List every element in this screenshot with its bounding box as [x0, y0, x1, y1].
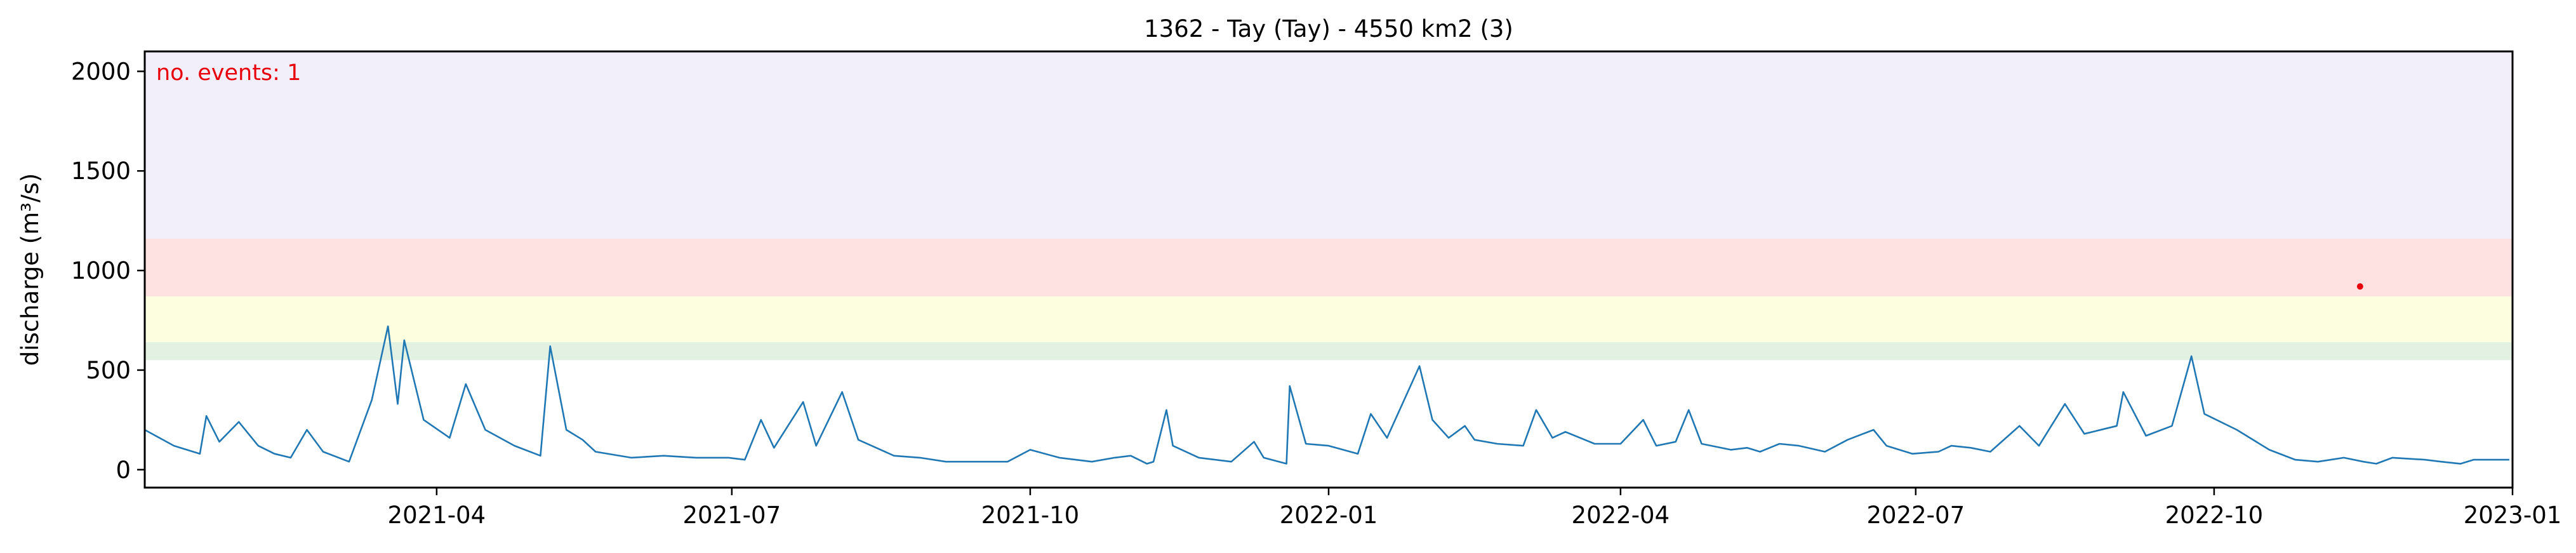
y-axis: 0 500 1000 1500 2000 [71, 58, 145, 484]
band-0 [145, 342, 2513, 361]
band-3 [145, 51, 2513, 239]
y-tick-label: 1000 [71, 257, 131, 284]
x-tick-label: 2022-01 [1280, 502, 1378, 529]
event-markers [2356, 283, 2363, 290]
y-tick-label: 500 [86, 357, 131, 384]
x-tick-label: 2022-07 [1867, 502, 1965, 529]
y-tick-label: 2000 [71, 58, 131, 85]
threshold-bands [145, 51, 2513, 361]
y-tick-label: 0 [116, 456, 131, 484]
x-tick-label: 2021-10 [981, 502, 1080, 529]
x-tick-label: 2021-07 [683, 502, 781, 529]
x-tick-label: 2022-10 [2165, 502, 2264, 529]
x-tick-label: 2022-04 [1572, 502, 1670, 529]
y-tick-label: 1500 [71, 157, 131, 185]
x-tick-label: 2023-01 [2464, 502, 2562, 529]
x-tick-label: 2021-04 [388, 502, 486, 529]
y-axis-label: discharge (m³/s) [17, 173, 44, 366]
discharge-series [144, 325, 2509, 465]
event-count-annotation: no. events: 1 [156, 60, 301, 86]
series-line-0 [144, 325, 2509, 465]
band-1 [145, 296, 2513, 342]
event-point-0 [2356, 283, 2363, 290]
chart-title: 1362 - Tay (Tay) - 4550 km2 (3) [1144, 15, 1513, 43]
band-2 [145, 238, 2513, 296]
x-axis: 2021-04 2021-07 2021-10 2022-01 2022-04 2022-… [388, 488, 2562, 529]
